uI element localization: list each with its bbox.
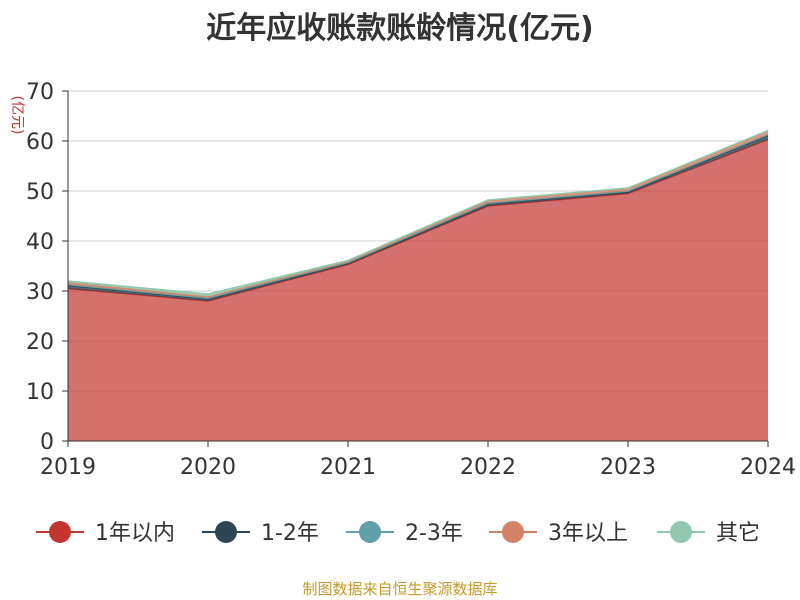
y-axis-label: (亿元)	[9, 96, 25, 135]
legend-item-1[interactable]: 1-2年	[202, 521, 319, 546]
area-0	[68, 139, 768, 441]
x-tick-label: 2021	[320, 455, 376, 480]
legend-item-3[interactable]: 3年以上	[489, 521, 628, 546]
legend-marker	[49, 521, 71, 543]
x-tick-label: 2020	[180, 455, 236, 480]
source-note: 制图数据来自恒生聚源数据库	[302, 580, 497, 598]
axes: 0 10 20 30 40 50 60 70 2019 2020 2021 2022 2023 2024	[26, 80, 796, 480]
y-tick-label: 0	[40, 430, 54, 455]
x-tick-label: 2019	[40, 455, 96, 480]
x-tick-label: 2024	[740, 455, 796, 480]
legend[interactable]: 1年以内 1-2年 2-3年 3年以上 其它	[36, 521, 760, 546]
x-tick-label: 2023	[600, 455, 656, 480]
series-line-4	[67, 129, 769, 295]
legend-label: 3年以上	[548, 521, 628, 546]
legend-label: 2-3年	[405, 521, 463, 546]
chart-title: 近年应收账款账龄情况(亿元)	[206, 11, 593, 46]
legend-marker	[359, 521, 381, 543]
y-tick-label: 20	[26, 330, 54, 355]
y-tick-label: 10	[26, 380, 54, 405]
legend-item-4[interactable]: 其它	[657, 521, 760, 546]
y-tick-label: 40	[26, 230, 54, 255]
y-tick-label: 70	[26, 80, 54, 105]
legend-marker	[670, 521, 692, 543]
legend-marker	[502, 521, 524, 543]
legend-marker	[215, 521, 237, 543]
y-tick-label: 50	[26, 180, 54, 205]
legend-label: 其它	[716, 521, 760, 546]
area-series	[67, 129, 769, 441]
y-tick-label: 30	[26, 280, 54, 305]
legend-item-2[interactable]: 2-3年	[346, 521, 463, 546]
legend-label: 1-2年	[261, 521, 319, 546]
x-tick-label: 2022	[460, 455, 516, 480]
legend-label: 1年以内	[95, 521, 175, 546]
y-tick-label: 60	[26, 130, 54, 155]
legend-item-0[interactable]: 1年以内	[36, 521, 175, 546]
